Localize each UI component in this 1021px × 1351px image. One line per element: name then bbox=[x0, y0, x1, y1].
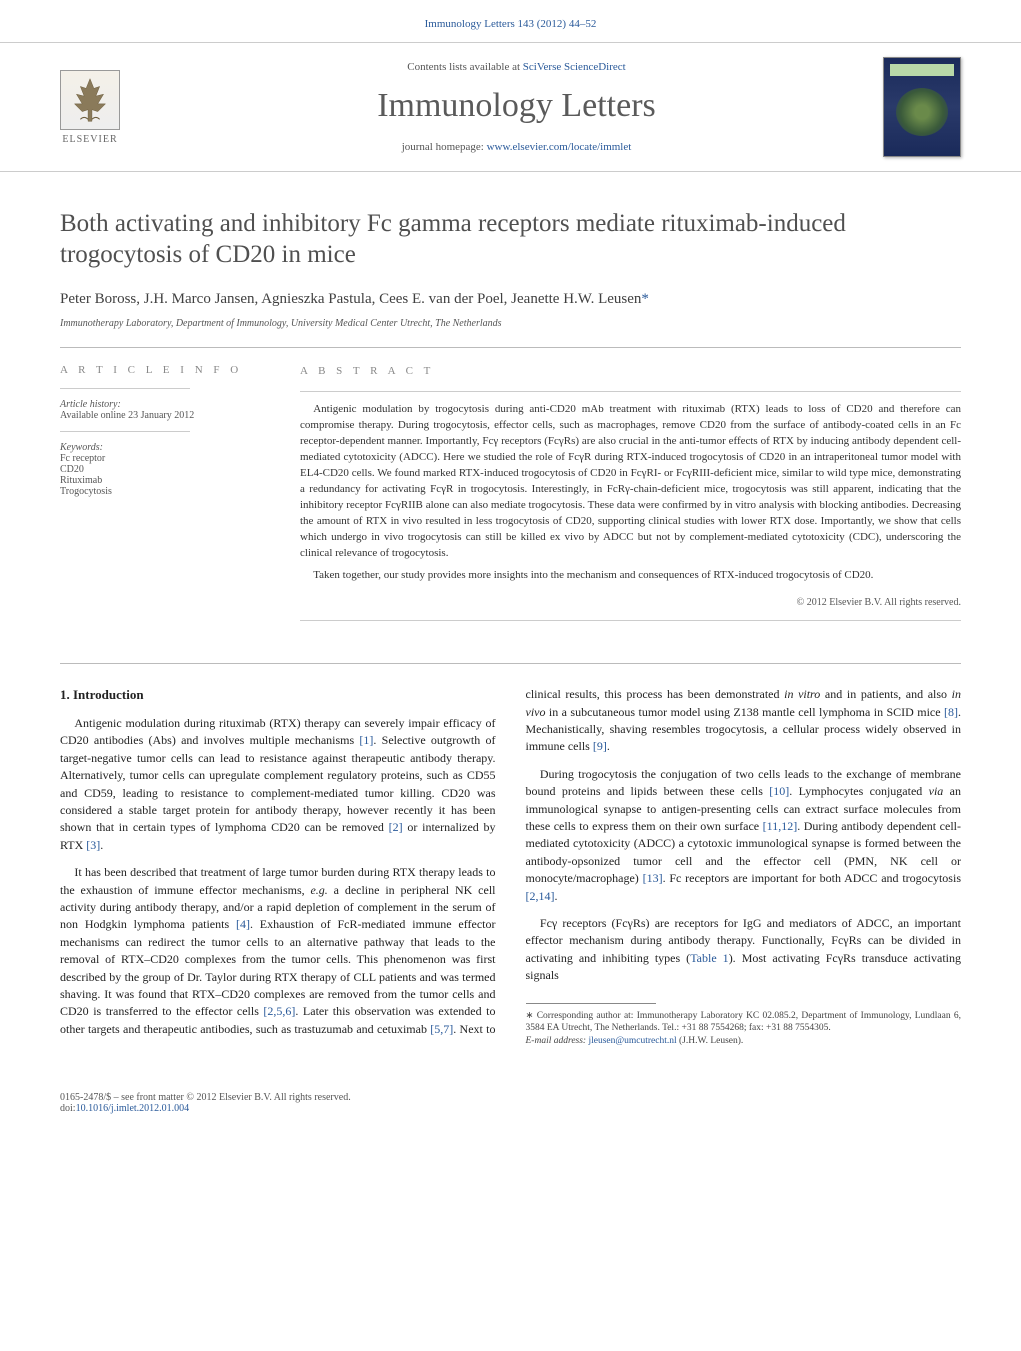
running-header: Immunology Letters 143 (2012) 44–52 bbox=[0, 0, 1021, 42]
citation-link[interactable]: [3] bbox=[86, 838, 100, 852]
citation-link[interactable]: [13] bbox=[643, 871, 663, 885]
abstract-rule bbox=[300, 391, 961, 392]
email-footnote: E-mail address: jleusen@umcutrecht.nl (J… bbox=[526, 1035, 962, 1048]
keyword: Rituximab bbox=[60, 475, 262, 486]
citation-link[interactable]: [10] bbox=[769, 784, 789, 798]
authors-text: Peter Boross, J.H. Marco Jansen, Agniesz… bbox=[60, 291, 641, 307]
table-ref-link[interactable]: Table 1 bbox=[690, 951, 729, 965]
citation-link[interactable]: [8] bbox=[944, 705, 958, 719]
doi-link[interactable]: 10.1016/j.imlet.2012.01.004 bbox=[76, 1103, 190, 1114]
citation-link[interactable]: [4] bbox=[236, 917, 250, 931]
info-rule bbox=[60, 431, 190, 432]
footnote-rule bbox=[526, 1003, 656, 1004]
abstract-para: Antigenic modulation by trogocytosis dur… bbox=[300, 402, 961, 561]
masthead-center: Contents lists available at SciVerse Sci… bbox=[150, 61, 883, 153]
body-para: Fcγ receptors (FcγRs) are receptors for … bbox=[526, 915, 962, 985]
abstract-heading: a b s t r a c t bbox=[300, 364, 961, 380]
citation-link[interactable]: [1] bbox=[359, 733, 373, 747]
citation-link[interactable]: [5,7] bbox=[430, 1022, 453, 1036]
article-title: Both activating and inhibitory Fc gamma … bbox=[60, 208, 961, 271]
homepage-link[interactable]: www.elsevier.com/locate/immlet bbox=[487, 141, 632, 153]
body-para: During trogocytosis the conjugation of t… bbox=[526, 766, 962, 905]
issn-line: 0165-2478/$ – see front matter © 2012 El… bbox=[60, 1092, 961, 1103]
info-abstract-row: a r t i c l e i n f o Article history: A… bbox=[60, 347, 961, 638]
abstract-para: Taken together, our study provides more … bbox=[300, 568, 961, 584]
citation-text: Immunology Letters 143 (2012) 44–52 bbox=[425, 18, 597, 30]
journal-cover-thumbnail bbox=[883, 57, 961, 157]
page-footer: 0165-2478/$ – see front matter © 2012 El… bbox=[0, 1078, 1021, 1138]
citation-link[interactable]: [9] bbox=[593, 739, 607, 753]
info-rule bbox=[60, 388, 190, 389]
scidirect-link[interactable]: SciVerse ScienceDirect bbox=[523, 61, 626, 73]
section-heading: 1. Introduction bbox=[60, 686, 496, 705]
doi-line: doi:10.1016/j.imlet.2012.01.004 bbox=[60, 1103, 961, 1114]
contents-prefix: Contents lists available at bbox=[407, 61, 522, 73]
citation-link[interactable]: [11,12] bbox=[763, 819, 798, 833]
article-info-heading: a r t i c l e i n f o bbox=[60, 364, 262, 376]
abstract-column: a b s t r a c t Antigenic modulation by … bbox=[280, 348, 961, 638]
keywords-label: Keywords: bbox=[60, 442, 262, 453]
history-value: Available online 23 January 2012 bbox=[60, 410, 262, 421]
author-list: Peter Boross, J.H. Marco Jansen, Agniesz… bbox=[60, 291, 961, 308]
keyword: Trogocytosis bbox=[60, 486, 262, 497]
body-para: Antigenic modulation during rituximab (R… bbox=[60, 715, 496, 854]
footnotes: ∗ Corresponding author at: Immunotherapy… bbox=[526, 1010, 962, 1048]
journal-title: Immunology Letters bbox=[150, 87, 883, 125]
publisher-name: ELSEVIER bbox=[62, 134, 117, 145]
corresponding-author-footnote: ∗ Corresponding author at: Immunotherapy… bbox=[526, 1010, 962, 1036]
homepage-prefix: journal homepage: bbox=[402, 141, 487, 153]
contents-list-line: Contents lists available at SciVerse Sci… bbox=[150, 61, 883, 73]
section-rule bbox=[60, 663, 961, 664]
corresponding-marker: * bbox=[641, 291, 649, 307]
citation-link[interactable]: [2] bbox=[389, 820, 403, 834]
affiliation: Immunotherapy Laboratory, Department of … bbox=[60, 318, 961, 329]
elsevier-tree-icon bbox=[60, 70, 120, 130]
article-info-column: a r t i c l e i n f o Article history: A… bbox=[60, 348, 280, 638]
publisher-logo: ELSEVIER bbox=[60, 70, 120, 145]
body-two-column: 1. Introduction Antigenic modulation dur… bbox=[60, 686, 961, 1048]
abstract-rule-bottom bbox=[300, 620, 961, 621]
history-label: Article history: bbox=[60, 399, 262, 410]
homepage-line: journal homepage: www.elsevier.com/locat… bbox=[150, 141, 883, 153]
citation-link[interactable]: [2,5,6] bbox=[263, 1004, 295, 1018]
article-body: Both activating and inhibitory Fc gamma … bbox=[0, 172, 1021, 1078]
keyword: CD20 bbox=[60, 464, 262, 475]
masthead: ELSEVIER Contents lists available at Sci… bbox=[0, 42, 1021, 172]
email-link[interactable]: jleusen@umcutrecht.nl bbox=[588, 1036, 676, 1046]
citation-link[interactable]: [2,14] bbox=[526, 889, 555, 903]
abstract-copyright: © 2012 Elsevier B.V. All rights reserved… bbox=[300, 596, 961, 611]
keyword: Fc receptor bbox=[60, 453, 262, 464]
